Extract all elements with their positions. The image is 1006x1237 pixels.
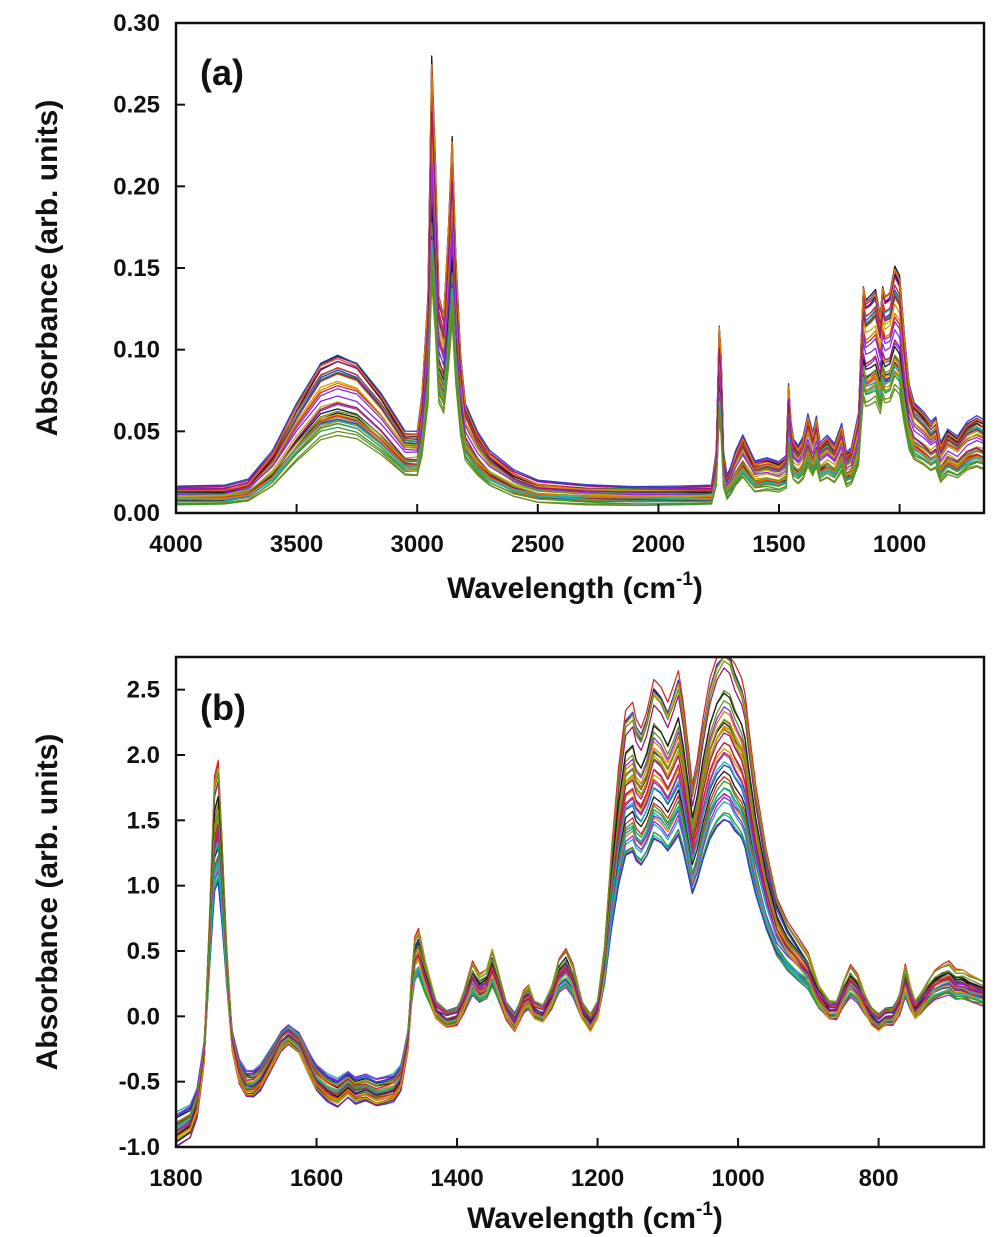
spectrum-trace	[175, 719, 985, 1123]
x-tick-label: 2500	[511, 531, 564, 558]
spectrum-trace	[175, 111, 985, 493]
spectrum-trace	[175, 656, 985, 1148]
spectrum-trace	[175, 780, 985, 1131]
x-tick-label: 3000	[390, 531, 443, 558]
spectrum-trace	[175, 764, 985, 1119]
y-axis-title-b: Absorbance (arb. units)	[31, 734, 64, 1071]
ticks-a: 4000 3500 3000 2500 2000 1500 1000 0.00 0.05 0.10…	[113, 10, 926, 558]
chart-panel-a: 4000 3500 3000 2500 2000 1500 1000 0.00 0.05 0.10…	[31, 10, 986, 605]
panel-label-a: (a)	[200, 52, 244, 93]
y-tick-label: 0.0	[127, 1003, 160, 1030]
spectrum-trace	[175, 178, 985, 496]
spectrum-trace	[175, 725, 985, 1141]
ticks-b: 1800 1600 1400 1200 1000 800 -1.0 -0.5 0.0 0.5 1.0…	[119, 677, 899, 1192]
spectrum-trace	[175, 742, 985, 1125]
spectrum-trace	[175, 728, 985, 1125]
spectrum-trace	[175, 792, 985, 1127]
spectrum-trace	[175, 656, 985, 1143]
y-tick-label: 2.5	[127, 677, 160, 704]
spectrum-trace	[175, 751, 985, 1124]
spectrum-trace	[175, 689, 985, 1143]
x-tick-label: 1500	[752, 531, 805, 558]
spectrum-trace	[176, 270, 985, 505]
y-tick-label: 1.5	[127, 807, 160, 834]
y-tick-label: 0.20	[113, 173, 160, 200]
x-tick-label: 3500	[270, 531, 323, 558]
spectrum-trace	[175, 718, 985, 1133]
spectrum-trace	[175, 710, 985, 1139]
chart-panel-b: 1800 1600 1400 1200 1000 800 -1.0 -0.5 0.0 0.5 1.0…	[31, 655, 986, 1235]
y-tick-label: 0.30	[113, 10, 160, 37]
y-tick-label: -0.5	[119, 1069, 160, 1096]
spectrum-trace	[175, 796, 985, 1131]
spectrum-trace	[175, 722, 985, 1126]
spectrum-trace	[175, 692, 985, 1137]
x-tick-label: 1600	[290, 1165, 343, 1192]
x-axis-title-b: Wavelength (cm-1)	[467, 1199, 723, 1235]
spectrum-trace	[175, 770, 985, 1119]
spectrum-trace	[175, 818, 985, 1116]
x-tick-label: 800	[859, 1165, 899, 1192]
spectrum-trace	[175, 793, 985, 1116]
spectrum-trace	[175, 748, 985, 1124]
spectrum-trace	[175, 811, 985, 1127]
spectra-traces-a	[175, 55, 985, 507]
spectrum-trace	[175, 742, 985, 1136]
y-tick-label: 0.15	[113, 255, 160, 282]
y-tick-label: 2.0	[127, 742, 160, 769]
spectrum-trace	[175, 656, 985, 1133]
y-tick-label: 0.25	[113, 92, 160, 119]
y-tick-label: 1.0	[127, 873, 160, 900]
spectrum-trace	[175, 656, 985, 1137]
spectrum-trace	[175, 787, 985, 1127]
spectrum-trace	[175, 726, 985, 1139]
y-tick-label: 0.05	[113, 418, 160, 445]
x-tick-label: 1000	[873, 531, 926, 558]
spectrum-trace	[175, 660, 985, 1133]
x-axis-title-a: Wavelength (cm-1)	[447, 569, 703, 605]
spectrum-trace	[175, 732, 985, 1132]
spectrum-trace	[175, 221, 985, 498]
spectrum-trace	[175, 727, 985, 1137]
x-tick-label: 1200	[571, 1165, 624, 1192]
plot-frame-b	[174, 655, 986, 1149]
spectrum-trace	[175, 700, 985, 1142]
spectrum-trace	[175, 753, 985, 1129]
x-tick-label: 1800	[149, 1165, 202, 1192]
y-tick-label: 0.10	[113, 337, 160, 364]
spectrum-trace	[175, 706, 985, 1129]
spectrum-trace	[175, 761, 985, 1129]
x-tick-label: 4000	[149, 531, 202, 558]
panel-label-b: (b)	[200, 687, 246, 728]
spectrum-trace	[175, 250, 985, 504]
y-axis-title-a: Absorbance (arb. units)	[31, 100, 64, 437]
x-tick-label: 1400	[430, 1165, 483, 1192]
y-tick-label: 0.5	[127, 938, 160, 965]
spectrum-trace	[175, 667, 985, 1147]
spectrum-trace	[175, 656, 985, 1133]
spectrum-trace	[175, 63, 985, 493]
spectrum-trace	[175, 776, 985, 1136]
y-tick-label: -1.0	[119, 1134, 160, 1161]
spectra-traces-b	[175, 656, 985, 1148]
spectrum-trace	[175, 787, 985, 1128]
x-tick-label: 2000	[632, 531, 685, 558]
spectrum-trace	[175, 813, 985, 1113]
spectrum-trace	[175, 801, 985, 1126]
y-tick-label: 0.00	[113, 500, 160, 527]
x-tick-label: 1000	[711, 1165, 764, 1192]
spectrum-trace	[175, 819, 985, 1118]
